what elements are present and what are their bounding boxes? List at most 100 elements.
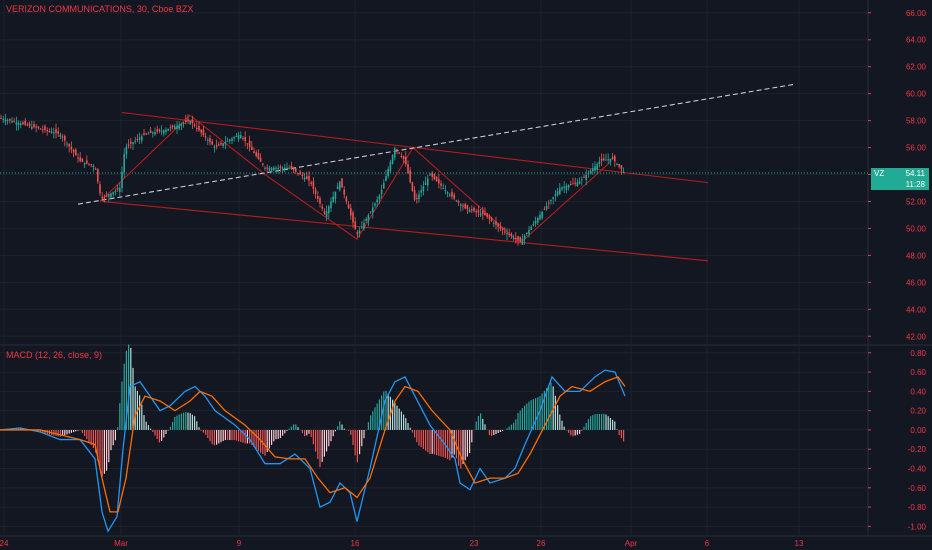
candle-body — [35, 126, 37, 128]
macd-title: MACD (12, 26, close, 9) — [6, 350, 103, 360]
y-tick-label: 52.00 — [906, 197, 927, 206]
candle-body — [471, 209, 473, 211]
y-tick-label: 58.00 — [906, 117, 927, 126]
macd-line — [0, 369, 626, 533]
candle-body — [539, 214, 541, 220]
candle-body — [218, 144, 220, 146]
candle-body — [400, 155, 403, 157]
candle-body — [233, 137, 235, 139]
candle-body — [213, 146, 216, 148]
candle-body — [554, 194, 557, 196]
x-tick-label: 23 — [470, 539, 479, 548]
candle-body — [339, 181, 341, 190]
candle-body — [464, 203, 466, 209]
candle-body — [350, 208, 352, 216]
candle-body — [433, 173, 436, 179]
macd-tick-label: 0.40 — [910, 387, 926, 396]
candle-body — [499, 226, 502, 229]
candle-body — [592, 168, 594, 172]
candle-body — [180, 123, 183, 126]
candle-body — [530, 226, 532, 230]
candle-body — [600, 158, 603, 161]
candle-body — [578, 181, 581, 184]
candle-body — [200, 129, 202, 133]
candle-body — [303, 177, 306, 180]
trend-lines[interactable] — [77, 83, 796, 262]
candle-body — [39, 128, 42, 130]
candle-body — [607, 159, 609, 161]
candle-body — [290, 165, 293, 169]
candle-body — [264, 167, 266, 169]
candle-body — [301, 174, 304, 177]
candle-body — [75, 149, 77, 156]
candle-body — [526, 232, 528, 234]
candle-body — [510, 233, 513, 237]
price-badge: VZ 54.11 — [871, 168, 929, 179]
y-tick-label: 60.00 — [906, 90, 927, 99]
candle-body — [101, 196, 103, 199]
candle-body — [191, 119, 194, 124]
candle-body — [576, 182, 579, 187]
candle-body — [570, 184, 572, 186]
candle-body — [422, 186, 425, 192]
candle-body — [330, 201, 332, 209]
candle-body — [273, 167, 275, 171]
candle-body — [79, 157, 81, 162]
candle-body — [209, 138, 211, 143]
candle-body — [387, 168, 389, 177]
candle-body — [257, 152, 260, 159]
candle-body — [574, 182, 576, 184]
candle-body — [119, 188, 121, 192]
candle-body — [442, 187, 444, 189]
x-tick-label: Apr — [625, 539, 638, 548]
candle-body — [9, 118, 11, 121]
candle-body — [398, 152, 400, 154]
candle-body — [321, 206, 323, 209]
candle-body — [380, 189, 383, 195]
candle-body — [486, 213, 488, 217]
candle-body — [622, 171, 625, 173]
candle-body — [394, 148, 396, 158]
candle-body — [420, 190, 422, 193]
candle-body — [50, 131, 53, 134]
candle-body — [523, 235, 526, 239]
candle-body — [429, 174, 431, 176]
candle-body — [215, 145, 218, 147]
candle-body — [589, 170, 592, 174]
candle-body — [31, 126, 33, 129]
channel-upper-line — [121, 111, 709, 184]
candle-body — [242, 137, 244, 139]
candle-body — [409, 170, 411, 183]
candle-body — [42, 129, 44, 131]
candle-body — [44, 126, 46, 131]
candle-body — [103, 196, 106, 198]
candle-body — [462, 205, 464, 207]
candle-body — [416, 197, 418, 199]
candle-body — [158, 129, 161, 132]
candle-body — [110, 193, 112, 198]
candle-body — [187, 119, 189, 122]
candle-body — [99, 184, 101, 194]
candle-body — [147, 133, 150, 135]
candle-body — [116, 187, 119, 190]
candle-body — [367, 215, 370, 221]
candle-body — [369, 211, 372, 213]
candle-body — [614, 155, 616, 162]
channel-lower-line — [101, 200, 709, 262]
candle-body — [224, 141, 227, 145]
candle-body — [0, 117, 2, 119]
candle-body — [55, 129, 57, 134]
candle-body — [468, 209, 471, 212]
macd-tick-label: 0.00 — [910, 426, 926, 435]
candle-body — [334, 191, 337, 200]
candle-body — [57, 131, 59, 134]
candle-body — [543, 208, 546, 210]
candle-body — [134, 140, 136, 142]
candle-body — [413, 190, 416, 200]
y-tick-label: 48.00 — [906, 251, 927, 260]
candle-body — [541, 211, 543, 219]
candle-body — [345, 197, 348, 202]
candle-body — [284, 167, 286, 170]
candle-body — [108, 194, 110, 197]
